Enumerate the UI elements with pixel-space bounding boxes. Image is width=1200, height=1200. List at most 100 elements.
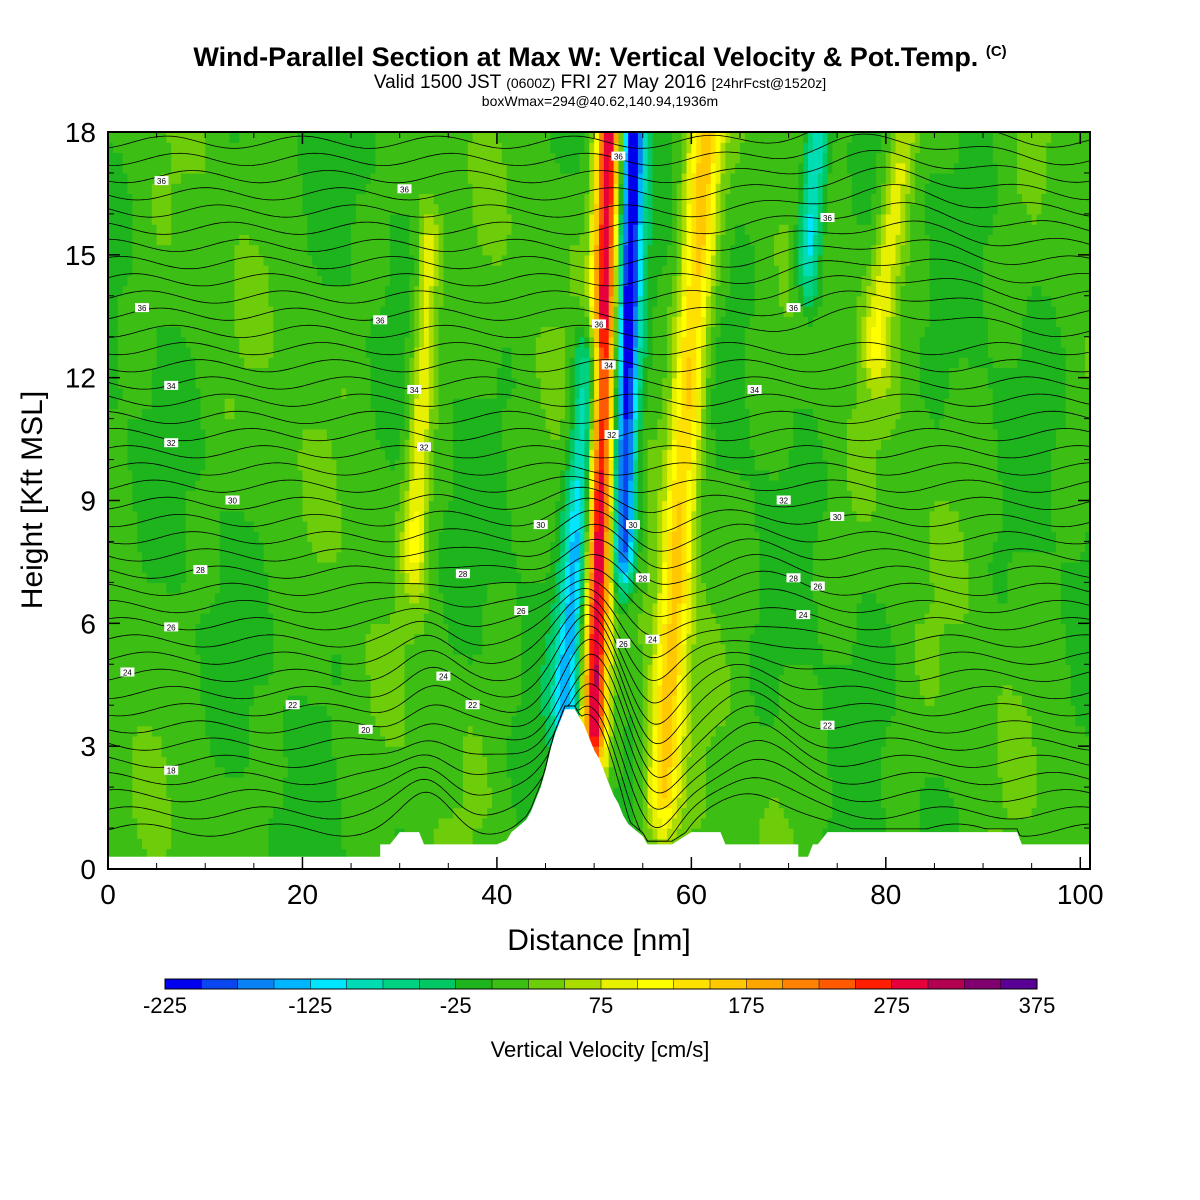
w-cell xyxy=(433,664,440,676)
w-cell xyxy=(919,735,926,747)
w-cell xyxy=(754,787,761,798)
w-cell xyxy=(710,756,717,768)
w-cell xyxy=(978,787,984,798)
w-cell xyxy=(263,828,270,839)
w-cell xyxy=(846,633,853,645)
w-cell xyxy=(987,674,994,686)
w-cell xyxy=(117,643,124,655)
w-cell xyxy=(453,633,459,645)
w-cell xyxy=(423,643,430,655)
w-cell xyxy=(997,715,1004,727)
w-cell xyxy=(287,848,294,860)
w-cell xyxy=(696,633,702,645)
w-cell xyxy=(1041,674,1047,686)
w-cell xyxy=(1031,807,1038,819)
w-cell xyxy=(739,735,746,747)
w-cell xyxy=(725,807,731,819)
w-cell xyxy=(462,838,469,850)
w-cell xyxy=(176,694,182,706)
w-cell xyxy=(968,674,974,686)
w-cell xyxy=(759,674,765,686)
w-cell xyxy=(628,674,634,686)
w-cell xyxy=(1021,664,1028,676)
w-cell xyxy=(769,787,775,798)
w-cell xyxy=(1080,787,1086,798)
w-cell xyxy=(112,643,119,655)
w-cell xyxy=(458,817,464,829)
w-cell xyxy=(793,654,799,665)
w-cell xyxy=(929,674,936,686)
w-cell xyxy=(127,694,133,706)
w-cell xyxy=(846,643,853,655)
w-cell xyxy=(438,664,445,676)
w-cell xyxy=(885,817,892,829)
w-cell xyxy=(599,654,605,665)
w-cell xyxy=(239,654,245,665)
w-cell xyxy=(725,725,731,737)
w-cell xyxy=(370,848,376,860)
w-cell xyxy=(355,828,362,839)
w-cell xyxy=(433,746,440,758)
w-cell xyxy=(132,705,138,717)
w-cell xyxy=(137,654,143,665)
w-cell xyxy=(385,694,391,706)
w-cell xyxy=(482,684,488,696)
w-cell xyxy=(268,787,274,798)
w-cell xyxy=(759,828,765,839)
w-cell xyxy=(122,838,129,850)
w-cell xyxy=(657,807,663,819)
w-cell xyxy=(1046,838,1052,850)
w-cell xyxy=(307,848,313,860)
w-cell xyxy=(769,613,775,624)
w-cell xyxy=(764,715,770,727)
w-cell xyxy=(1070,654,1077,665)
w-cell xyxy=(492,807,498,819)
w-cell xyxy=(214,623,221,635)
w-cell xyxy=(905,715,911,727)
w-cell xyxy=(453,715,459,727)
w-cell xyxy=(929,807,936,819)
w-cell xyxy=(506,674,513,686)
w-cell xyxy=(248,643,255,655)
w-cell xyxy=(613,613,620,624)
w-cell xyxy=(914,735,921,747)
w-cell xyxy=(1012,633,1018,645)
w-cell xyxy=(530,735,537,747)
w-cell xyxy=(137,838,143,850)
w-cell xyxy=(657,694,663,706)
w-cell xyxy=(963,787,970,798)
w-cell xyxy=(423,705,430,717)
w-cell xyxy=(394,684,401,696)
w-cell xyxy=(521,633,527,645)
w-cell xyxy=(219,613,226,624)
w-cell xyxy=(428,674,435,686)
w-cell xyxy=(842,787,848,798)
w-cell xyxy=(715,725,722,737)
w-cell xyxy=(983,817,989,829)
w-cell xyxy=(871,725,877,737)
w-cell xyxy=(258,623,265,635)
w-cell xyxy=(146,643,153,655)
w-cell xyxy=(355,674,362,686)
w-cell xyxy=(550,623,556,635)
w-cell xyxy=(803,664,809,676)
w-cell xyxy=(550,715,556,727)
w-cell xyxy=(458,613,464,624)
w-cell xyxy=(817,654,824,665)
w-cell xyxy=(404,817,410,829)
w-cell xyxy=(657,756,663,768)
w-cell xyxy=(963,725,970,737)
w-cell xyxy=(633,817,639,829)
w-cell xyxy=(910,643,916,655)
w-cell xyxy=(253,776,260,788)
w-cell xyxy=(739,797,746,809)
w-cell xyxy=(958,654,965,665)
w-cell xyxy=(827,705,833,717)
w-cell xyxy=(195,664,201,676)
w-cell xyxy=(613,664,620,676)
w-cell xyxy=(569,633,576,645)
w-cell xyxy=(958,705,965,717)
w-cell xyxy=(472,735,479,747)
w-cell xyxy=(458,705,464,717)
w-cell xyxy=(108,633,114,645)
